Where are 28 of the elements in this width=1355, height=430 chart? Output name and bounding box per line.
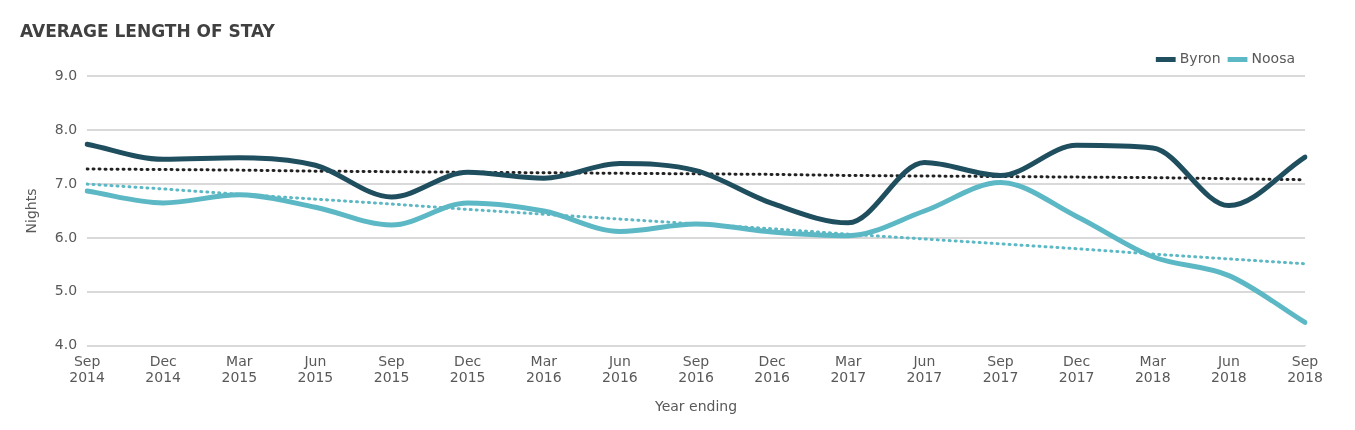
x-tick-label: Mar 2015 — [221, 352, 258, 386]
x-tick-label: Dec 2017 — [1058, 352, 1095, 386]
y-tick-label: 9.0 — [54, 67, 78, 84]
x-tick-label: Sep 2015 — [373, 352, 410, 386]
x-tick-label: Jun 2016 — [602, 352, 638, 386]
y-tick-label: 8.0 — [54, 120, 78, 137]
x-tick-label: Dec 2015 — [449, 352, 486, 386]
chart-title: AVERAGE LENGTH OF STAY — [20, 20, 276, 41]
x-tick-label: Jun 2015 — [297, 352, 334, 386]
x-tick-label: Dec 2016 — [754, 352, 791, 386]
y-tick-label: 7.0 — [54, 174, 78, 191]
y-axis-title: Nights — [23, 188, 40, 234]
x-tick-label: Jun 2017 — [906, 352, 943, 386]
y-tick-label: 6.0 — [54, 228, 78, 245]
x-tick-label: Mar 2017 — [830, 352, 867, 386]
x-tick-label: Mar 2016 — [525, 352, 562, 386]
x-tick-label: Jun 2018 — [1211, 352, 1247, 386]
x-tick-label: Sep 2014 — [69, 352, 105, 386]
x-axis-title: Year ending — [653, 398, 738, 415]
x-tick-label: Mar 2018 — [1134, 352, 1171, 386]
x-tick-label: Sep 2017 — [982, 352, 1019, 386]
y-tick-label: 5.0 — [54, 282, 78, 299]
x-tick-label: Dec 2014 — [145, 352, 182, 386]
legend-label: Noosa — [1251, 50, 1296, 67]
x-tick-label: Sep 2018 — [1287, 352, 1323, 386]
y-tick-label: 4.0 — [54, 336, 78, 353]
legend-label: Byron — [1179, 50, 1221, 67]
x-tick-label: Sep 2016 — [678, 352, 714, 386]
